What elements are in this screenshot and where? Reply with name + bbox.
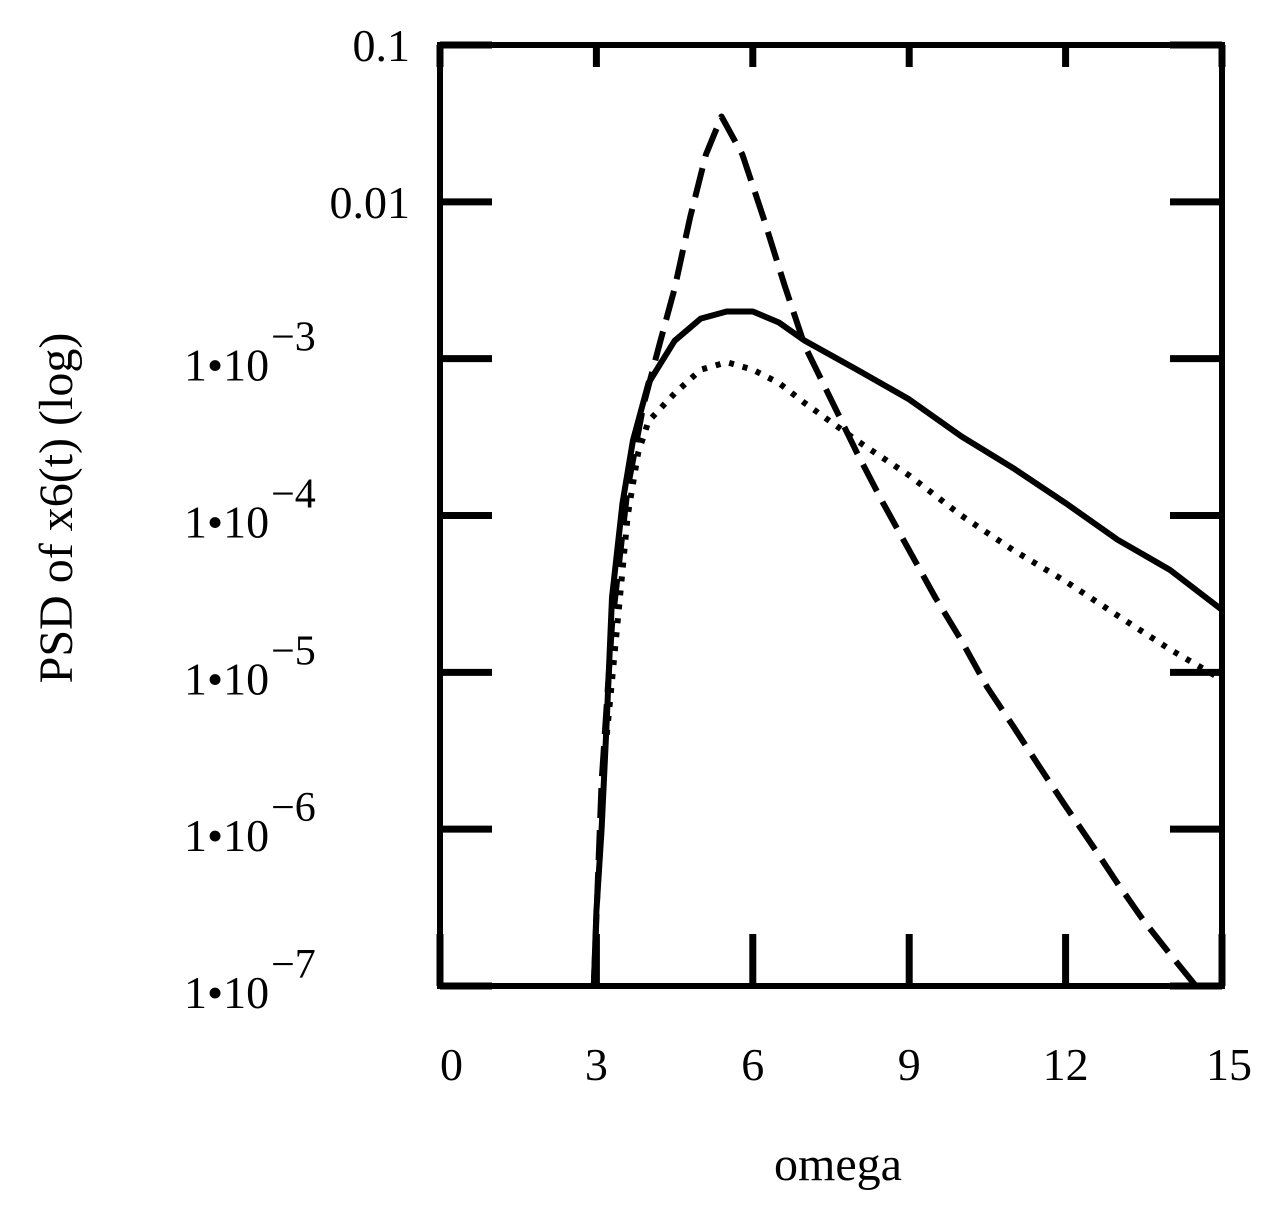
y-ticks (440, 41, 1222, 990)
x-tick-label: 0 (440, 1039, 463, 1090)
y-tick-label: 0.01 (330, 177, 411, 228)
series-solid-line (590, 308, 1224, 987)
x-tick-label: 9 (898, 1039, 921, 1090)
series-layer (590, 113, 1224, 989)
x-tick-label: 12 (1043, 1039, 1089, 1090)
y-tick-mantissa: 1 (184, 497, 207, 548)
x-axis-label: omega (774, 1138, 902, 1191)
y-tick-exponent: −3 (271, 315, 316, 361)
y-tick-label: 1•10−4 (184, 472, 316, 548)
x-tick-label: 3 (585, 1039, 608, 1090)
y-tick-label: 1•10−3 (184, 315, 316, 391)
y-tick-mantissa: 1 (184, 653, 207, 704)
y-tick-label: 1•10−5 (184, 628, 316, 704)
y-tick-dot: • (207, 810, 223, 861)
y-tick-mantissa: 1 (184, 810, 207, 861)
y-tick-label: 1•10−6 (184, 785, 316, 861)
y-tick-dot: • (207, 653, 223, 704)
plot-frame (437, 42, 1225, 989)
y-tick-exponent: −4 (271, 472, 316, 518)
y-tick-base: 10 (223, 967, 269, 1018)
y-tick-label: 0.1 (353, 20, 411, 71)
x-ticks (436, 45, 1226, 986)
y-tick-mantissa: 1 (184, 340, 207, 391)
series-short-dash-line (603, 359, 1224, 735)
y-tick-label: 1•10−7 (184, 942, 316, 1018)
y-tick-dot: • (207, 497, 223, 548)
y-tick-dot: • (207, 967, 223, 1018)
x-tick-label: 6 (741, 1039, 764, 1090)
y-tick-exponent: −7 (271, 942, 316, 988)
y-tick-base: 10 (223, 340, 269, 391)
y-tick-dot: • (207, 340, 223, 391)
y-tick-base: 10 (223, 497, 269, 548)
y-axis-label: PSD of x6(t) (log) (30, 333, 83, 684)
plot-border (437, 42, 1225, 989)
y-tick-mantissa: 1 (184, 967, 207, 1018)
x-tick-label: 15 (1206, 1039, 1252, 1090)
y-tick-exponent: −5 (271, 628, 316, 674)
series-long-dash-line (590, 113, 1222, 989)
x-tick-labels: 0 3 6 9 12 15 (440, 1039, 1252, 1090)
y-tick-exponent: −6 (271, 785, 316, 831)
y-tick-labels: 0.10.011•10−31•10−41•10−51•10−61•10−7 (184, 20, 410, 1018)
y-tick-base: 10 (223, 810, 269, 861)
y-tick-base: 10 (223, 653, 269, 704)
